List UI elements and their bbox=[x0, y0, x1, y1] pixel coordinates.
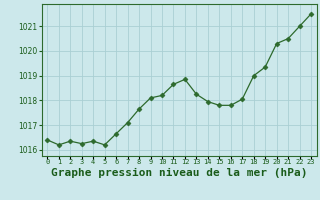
X-axis label: Graphe pression niveau de la mer (hPa): Graphe pression niveau de la mer (hPa) bbox=[51, 168, 308, 178]
